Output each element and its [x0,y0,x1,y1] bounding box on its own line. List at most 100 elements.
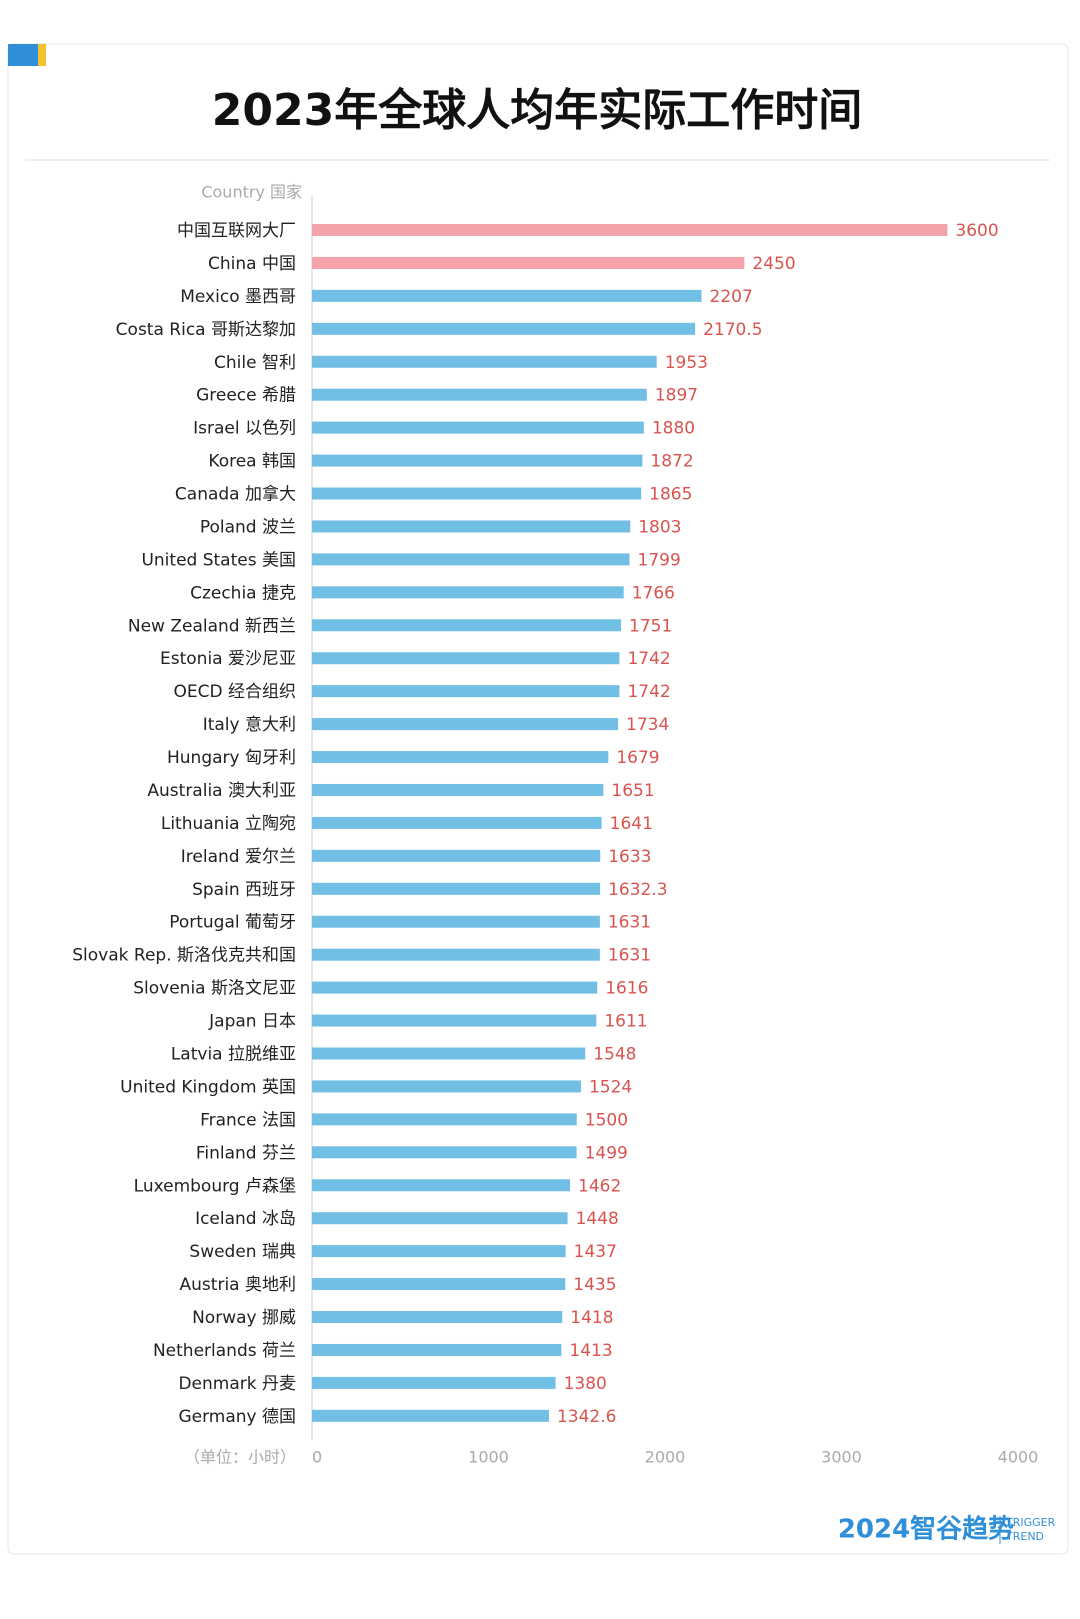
value-label: 1500 [585,1110,628,1130]
x-tick-label: 3000 [821,1448,862,1467]
value-label: 1865 [649,485,692,505]
y-tick-label: Hungary 匈牙利 [167,748,296,768]
value-label: 1742 [627,649,670,669]
y-tick-label: Canada 加拿大 [175,484,296,505]
bar [312,948,600,961]
bar [312,224,948,236]
bar [312,915,600,928]
bar [312,1014,597,1027]
y-tick-label: Poland 波兰 [200,517,296,537]
y-tick-label: Norway 挪威 [192,1308,296,1328]
value-label: 1872 [650,452,693,472]
value-label: 1631 [608,913,651,933]
y-tick-label: Chile 智利 [214,353,296,373]
y-tick-label: Latvia 拉脱维亚 [171,1045,296,1065]
bar [312,1080,581,1093]
value-label: 2207 [710,287,753,307]
value-label: 1462 [578,1176,621,1196]
value-label: 1880 [652,419,695,439]
y-tick-label: China 中国 [208,254,296,274]
y-tick-label: Lithuania 立陶宛 [161,814,296,834]
y-tick-label: 中国互联网大厂 [177,221,296,241]
value-label: 1524 [589,1077,632,1097]
x-tick-label: 0 [312,1448,322,1467]
bar [312,849,601,862]
bar [312,1376,556,1389]
bar [312,388,647,401]
value-label: 1448 [576,1209,619,1229]
value-label: 1679 [616,748,659,768]
value-label: 3600 [955,221,998,241]
value-label: 1631 [608,946,651,966]
value-label: 1380 [564,1374,607,1394]
x-axis-label: （单位：小时） [184,1448,296,1467]
value-label: 2450 [752,254,795,274]
bar [312,718,619,731]
bar [312,1212,568,1225]
value-label: 1953 [665,353,708,373]
y-tick-label: Australia 澳大利亚 [147,781,296,801]
bar [312,783,604,796]
y-tick-label: Sweden 瑞典 [189,1242,296,1262]
bar [312,1146,577,1159]
value-label: 1651 [611,781,654,801]
bar [312,882,601,895]
y-tick-label: United Kingdom 英国 [120,1077,296,1097]
x-tick-label: 1000 [468,1448,509,1467]
bar [312,586,624,599]
y-tick-label: OECD 经合组织 [174,682,297,702]
bar [312,652,620,665]
value-label: 1751 [629,616,672,636]
value-label: 1641 [610,814,653,834]
y-tick-label: Japan 日本 [208,1012,296,1032]
bar [312,619,622,632]
x-tick-label: 2000 [645,1448,686,1467]
value-label: 1799 [638,550,681,570]
value-label: 1548 [593,1045,636,1065]
y-tick-label: Costa Rica 哥斯达黎加 [116,320,296,340]
value-label: 1766 [632,583,675,603]
y-tick-label: United States 美国 [141,550,296,570]
bar [312,256,745,269]
footer-brand-en: TREND [1005,1530,1044,1543]
value-label: 1342.6 [557,1407,616,1427]
bar [312,1343,562,1356]
y-tick-label: Netherlands 荷兰 [153,1341,296,1361]
y-tick-label: Mexico 墨西哥 [180,287,296,307]
bar [312,520,631,533]
footer-brand-en: TRIGGER [1005,1516,1056,1529]
bar [312,421,644,434]
bar [312,1245,566,1258]
value-label: 1803 [638,517,681,537]
value-label: 1632.3 [608,880,667,900]
value-label: 1742 [627,682,670,702]
bar [312,1047,586,1060]
value-label: 1616 [605,979,648,999]
value-label: 1611 [604,1012,647,1032]
chart-title: 2023年全球人均年实际工作时间 [212,85,862,136]
y-tick-label: New Zealand 新西兰 [128,616,296,636]
bar [312,553,630,566]
y-tick-label: France 法国 [200,1110,296,1130]
y-tick-label: Slovak Rep. 斯洛伐克共和国 [72,946,296,966]
y-tick-label: Italy 意大利 [203,715,296,735]
bar [312,685,620,698]
bar [312,322,696,335]
y-tick-label: Israel 以色列 [193,419,296,439]
footer-brand: 2024智谷趋势 [838,1515,1014,1545]
bar [312,1409,549,1422]
y-tick-label: Finland 芬兰 [196,1143,296,1163]
value-label: 1499 [585,1143,628,1163]
y-tick-label: Denmark 丹麦 [178,1374,296,1394]
y-tick-label: Luxembourg 卢森堡 [134,1176,296,1196]
y-tick-label: Korea 韩国 [208,452,296,472]
value-label: 1413 [569,1341,612,1361]
bar [312,751,609,764]
value-label: 1435 [573,1275,616,1295]
y-tick-label: Iceland 冰岛 [195,1209,296,1229]
y-tick-label: Spain 西班牙 [192,880,296,900]
value-label: 1897 [655,386,698,406]
value-label: 1734 [626,715,669,735]
y-tick-label: Ireland 爱尔兰 [181,847,296,867]
